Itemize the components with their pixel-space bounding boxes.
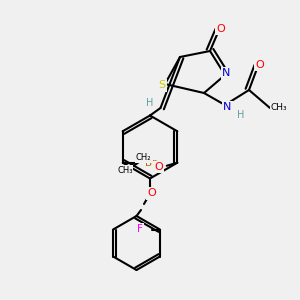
- Text: O: O: [255, 59, 264, 70]
- Text: O: O: [147, 188, 156, 199]
- Text: H: H: [146, 98, 154, 109]
- Text: N: N: [222, 68, 231, 79]
- Text: CH₃: CH₃: [271, 103, 287, 112]
- Text: O: O: [216, 23, 225, 34]
- Text: CH₃: CH₃: [117, 166, 133, 175]
- Text: O: O: [154, 162, 163, 172]
- Text: F: F: [137, 224, 143, 235]
- Text: CH₂: CH₂: [136, 153, 152, 162]
- Text: H: H: [237, 110, 244, 120]
- Text: Br: Br: [146, 158, 157, 168]
- Text: N: N: [223, 102, 232, 112]
- Text: S: S: [158, 80, 166, 91]
